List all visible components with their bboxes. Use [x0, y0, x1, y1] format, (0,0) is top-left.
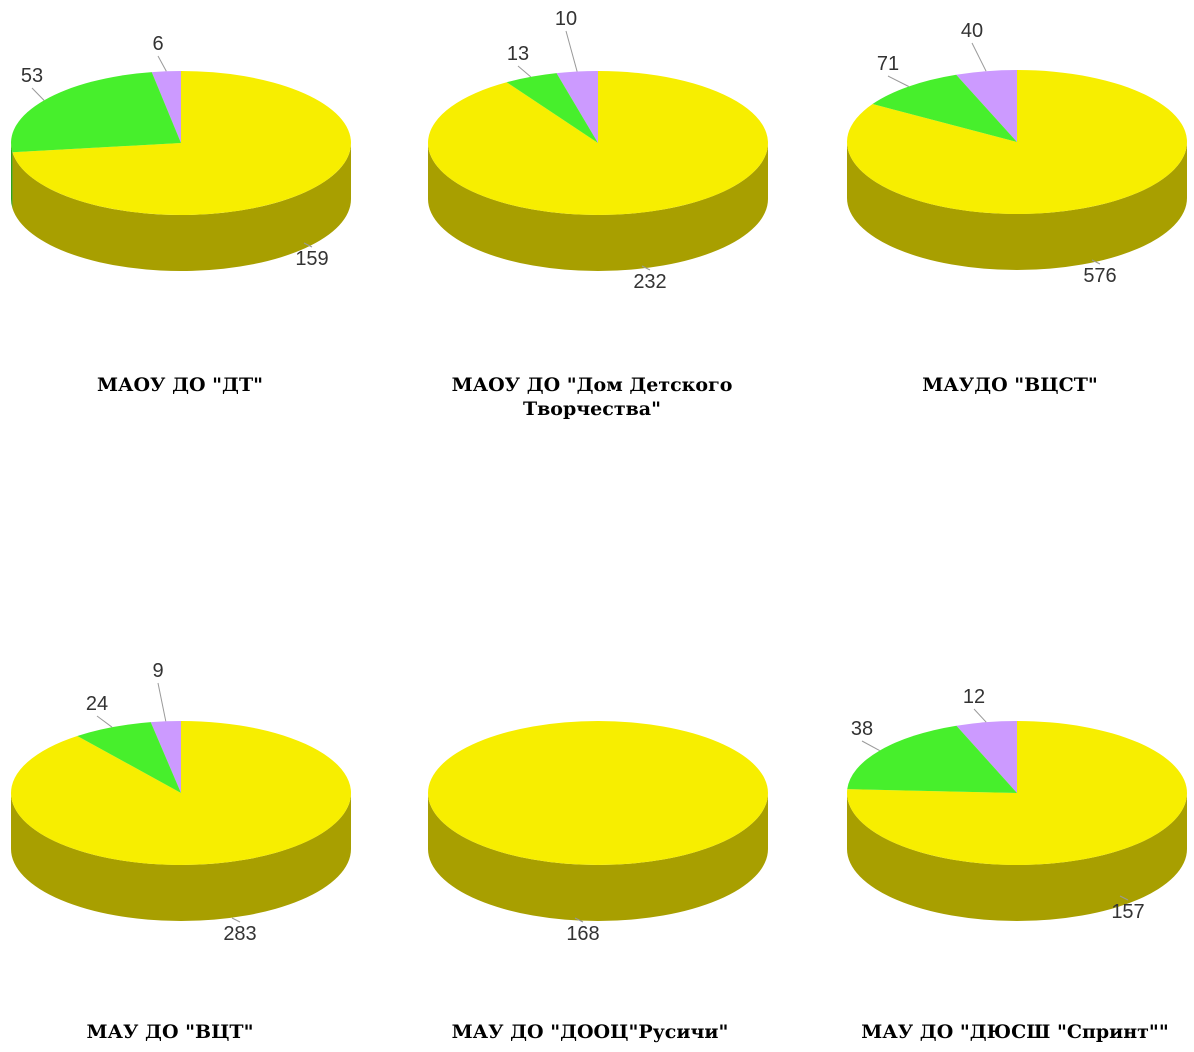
leader-line-ddt-series-a — [641, 265, 651, 271]
leader-line-dyussh-sprint-series-c — [973, 708, 987, 723]
leader-line-vtsst-series-a — [1091, 259, 1101, 265]
leader-line-vtst-series-b — [96, 715, 113, 728]
leader-line-dt-series-a — [303, 242, 313, 248]
pie-slice-dt-series-a — [12, 71, 351, 216]
chart-title-ddt: МАОУ ДО "Дом Детского Творчества" — [451, 374, 733, 420]
pie-slice-dooc-rusichi-series-a — [428, 721, 768, 865]
pie-slice-dt-series-c — [151, 71, 181, 143]
pie-chart-vtsst: 576 40 71 — [847, 20, 1187, 287]
data-label-dyussh-sprint-series-a: 157 — [1111, 901, 1144, 923]
pie-slice-vtst-series-b — [77, 722, 181, 793]
pie-slice-ddt-series-a — [427, 71, 768, 215]
pie-chart-vtst: 283 9 24 — [11, 660, 352, 945]
leader-line-ddt-series-b — [517, 65, 532, 78]
data-label-vtst-series-b: 24 — [86, 693, 108, 715]
leader-line-dooc-rusichi-series-a — [574, 917, 584, 923]
leader-line-dyussh-sprint-series-a — [1119, 895, 1129, 901]
pie-side-vtsst-series-a — [847, 142, 1187, 270]
pie-slice-vtst-series-a — [11, 721, 352, 865]
data-label-dyussh-sprint-series-b: 38 — [851, 718, 873, 740]
pie-side-vtst-series-a — [11, 793, 351, 921]
pie-side-dyussh-sprint-series-a — [847, 793, 1187, 921]
pie-chart-dyussh-sprint: 157 12 38 — [847, 686, 1188, 923]
data-label-dt-series-a: 159 — [295, 248, 328, 270]
data-label-vtsst-series-a: 576 — [1083, 265, 1116, 287]
pie-slice-dyussh-sprint-series-a — [847, 721, 1188, 865]
data-label-dooc-rusichi-series-a: 168 — [566, 923, 599, 945]
chart-title-dyussh-sprint: МАУ ДО "ДЮСШ "Спринт"" — [861, 1021, 1169, 1043]
data-label-vtsst-series-b: 71 — [877, 53, 899, 75]
pie-side-dooc-rusichi-series-a — [428, 793, 768, 921]
chart-title-dt: МАОУ ДО "ДТ" — [97, 374, 263, 396]
pie-slice-ddt-series-c — [556, 71, 598, 143]
leader-line-vtst-series-a — [231, 917, 241, 923]
pie-side-dt-series-b — [11, 143, 13, 209]
pie-side-ddt-series-a — [428, 143, 768, 271]
data-label-vtsst-series-c: 40 — [961, 20, 983, 42]
pie-slice-vtsst-series-c — [956, 70, 1017, 142]
data-label-ddt-series-b: 13 — [507, 43, 529, 65]
leader-line-ddt-series-c — [565, 30, 578, 72]
leader-line-dt-series-c — [157, 55, 167, 72]
chart-title-vtsst: МАУДО "ВЦСТ" — [922, 374, 1098, 396]
pie-chart-dt: 159 6 53 — [10, 33, 351, 271]
leader-line-dt-series-b — [31, 87, 45, 101]
leader-line-vtst-series-c — [157, 682, 167, 722]
leader-line-vtsst-series-c — [971, 42, 987, 72]
data-label-vtst-series-c: 9 — [152, 660, 163, 682]
data-label-ddt-series-c: 10 — [555, 8, 577, 30]
data-label-ddt-series-a: 232 — [633, 271, 666, 293]
data-label-dt-series-c: 6 — [152, 33, 163, 55]
data-label-dt-series-b: 53 — [21, 65, 43, 87]
data-label-dyussh-sprint-series-c: 12 — [963, 686, 985, 708]
chart-title-vtst: МАУ ДО "ВЦТ" — [86, 1021, 254, 1043]
pie-slice-vtsst-series-b — [872, 74, 1017, 142]
pie-slice-vtst-series-c — [150, 721, 181, 793]
pie-side-dt-series-a — [12, 143, 351, 271]
leader-line-vtsst-series-b — [887, 75, 909, 87]
leader-line-dyussh-sprint-series-b — [861, 740, 880, 752]
pie-chart-dooc-rusichi: 168 — [428, 721, 768, 945]
chart-title-dooc-rusichi: МАУ ДО "ДООЦ"Русичи" — [451, 1021, 729, 1043]
pie-chart-ddt: 232 10 13 — [427, 8, 768, 293]
pie-slice-ddt-series-b — [506, 73, 598, 143]
pie-slice-dyussh-sprint-series-c — [956, 721, 1017, 793]
pie-slice-dt-series-b — [10, 72, 181, 153]
pie-slice-dyussh-sprint-series-b — [847, 725, 1017, 793]
data-label-vtst-series-a: 283 — [223, 923, 256, 945]
